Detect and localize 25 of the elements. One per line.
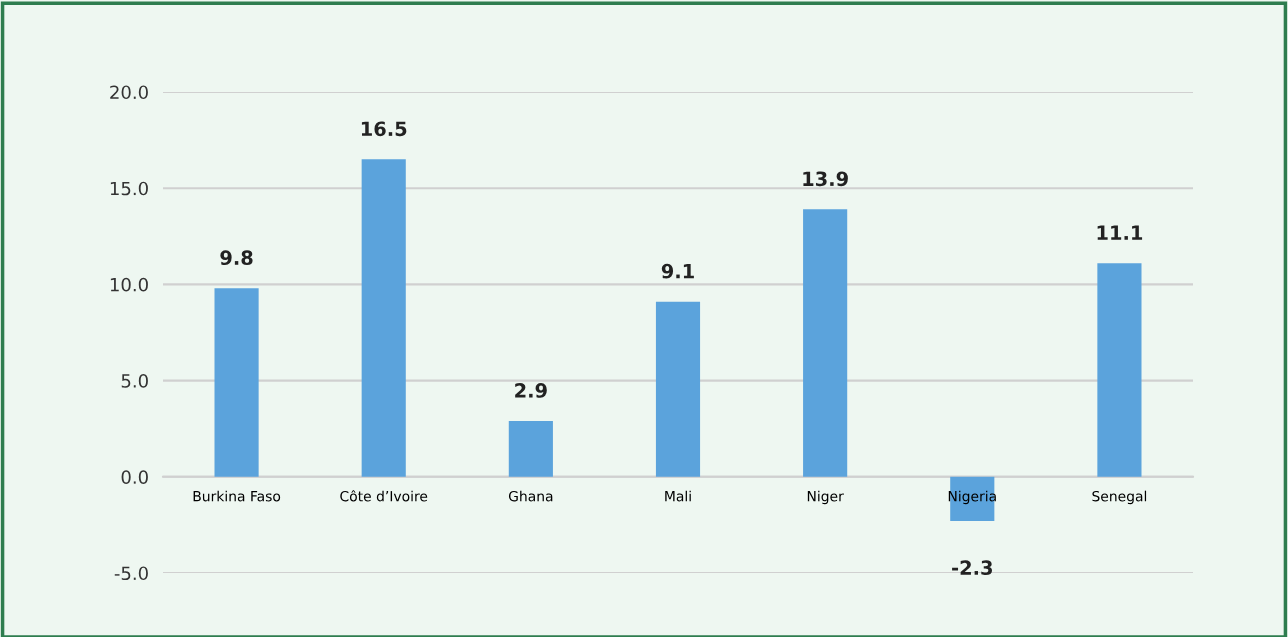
data-label: -2.3 xyxy=(952,560,992,575)
data-label: 9.8 xyxy=(220,250,253,266)
bar xyxy=(508,421,553,477)
x-tick-label: Ghana xyxy=(508,490,553,502)
x-tick-label: Côte d’Ivoire xyxy=(340,490,428,502)
bar xyxy=(361,159,406,477)
bar xyxy=(803,209,848,477)
x-tick-label: Burkina Faso xyxy=(193,490,281,502)
y-tick-label: -5.0 xyxy=(114,566,148,581)
y-tick-label: 10.0 xyxy=(110,277,148,292)
data-label: 11.1 xyxy=(1097,225,1143,240)
y-tick-label: 15.0 xyxy=(110,181,148,196)
data-label: 9.1 xyxy=(661,263,694,279)
y-tick-label: 5.0 xyxy=(121,374,148,388)
y-tick-label: 0.0 xyxy=(121,470,148,484)
y-tick-label: 20.0 xyxy=(110,85,148,100)
bar xyxy=(214,288,259,477)
bar xyxy=(1097,263,1142,477)
data-label: 16.5 xyxy=(361,121,407,137)
x-tick-label: Senegal xyxy=(1092,490,1147,505)
x-tick-label: Mali xyxy=(665,490,691,502)
data-label: 13.9 xyxy=(803,171,848,187)
x-tick-label: Niger xyxy=(807,490,844,505)
data-label: 2.9 xyxy=(515,383,547,398)
bar xyxy=(655,301,701,477)
